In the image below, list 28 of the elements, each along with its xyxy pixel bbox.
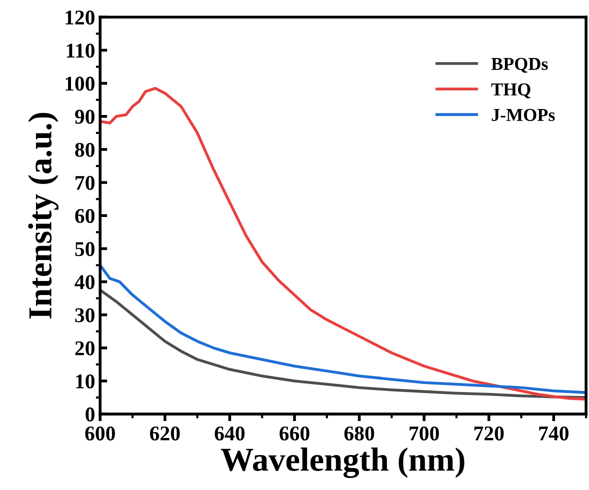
y-tick-label: 50	[75, 242, 94, 256]
x-axis-title: Wavelength (nm)	[220, 448, 464, 478]
y-tick-label: 120	[66, 10, 94, 25]
y-tick-label: 30	[75, 308, 94, 322]
y-axis-title: Intensity (a.u.)	[28, 112, 58, 319]
y-tick-label: 20	[75, 341, 94, 356]
y-tick-label: 0	[86, 407, 94, 422]
y-tick-label: 110	[66, 44, 94, 58]
x-tick-label: 700	[410, 426, 439, 441]
y-tick-label: 70	[76, 176, 94, 190]
x-tick-label: 660	[280, 426, 310, 441]
x-tick-label: 640	[214, 426, 245, 441]
legend-label: J-MOPs	[492, 108, 555, 122]
legend-label: THQ	[491, 83, 530, 98]
legend-label: BPQDs	[491, 58, 548, 73]
y-tick-label: 60	[75, 208, 94, 224]
y-tick-label: 100	[66, 76, 94, 91]
x-tick-label: 680	[344, 426, 374, 441]
x-tick-label: 620	[150, 426, 180, 441]
y-tick-label: 40	[74, 275, 94, 290]
y-tick-label: 80	[75, 142, 94, 157]
line-series	[100, 288, 586, 399]
y-tick-label: 90	[75, 110, 94, 124]
x-tick-label: 740	[539, 426, 568, 441]
y-tick-label: 10	[76, 374, 94, 388]
line-series	[100, 264, 586, 394]
x-tick-label: 600	[85, 426, 115, 441]
x-tick-label: 720	[474, 426, 504, 441]
